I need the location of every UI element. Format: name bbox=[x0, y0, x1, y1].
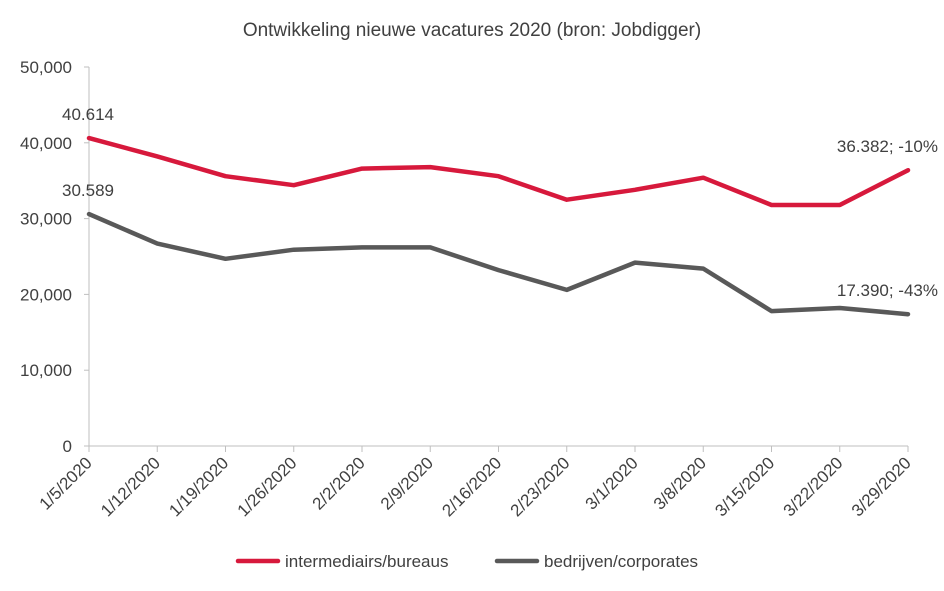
y-tick-label: 20,000 bbox=[20, 285, 72, 304]
legend-label: bedrijven/corporates bbox=[544, 552, 698, 571]
y-tick-label: 0 bbox=[63, 437, 72, 456]
data-label: 30.589 bbox=[62, 181, 114, 200]
x-tick-label: 3/29/2020 bbox=[848, 453, 915, 520]
x-tick-label: 1/26/2020 bbox=[234, 453, 301, 520]
x-tick-label: 3/15/2020 bbox=[711, 453, 778, 520]
x-tick-label: 2/2/2020 bbox=[309, 453, 369, 513]
data-labels: 40.614 36.382; -10% 30.589 17.390; -43% bbox=[62, 105, 938, 300]
y-tick-label: 10,000 bbox=[20, 361, 72, 380]
x-tick-label: 3/1/2020 bbox=[582, 453, 642, 513]
series-line-bedrijven bbox=[86, 211, 911, 317]
y-tick-label: 40,000 bbox=[20, 134, 72, 153]
x-tick-label: 1/19/2020 bbox=[165, 453, 232, 520]
x-tick-label: 1/5/2020 bbox=[36, 453, 96, 513]
x-tick-label: 2/9/2020 bbox=[377, 453, 437, 513]
data-label: 36.382; -10% bbox=[837, 137, 938, 156]
x-tick-label: 1/12/2020 bbox=[97, 453, 164, 520]
y-tick-label: 50,000 bbox=[20, 58, 72, 77]
legend-label: intermediairs/bureaus bbox=[285, 552, 448, 571]
series-line-intermediairs bbox=[86, 135, 911, 208]
x-tick-label: 2/23/2020 bbox=[507, 453, 574, 520]
data-label: 40.614 bbox=[62, 105, 114, 124]
data-label: 17.390; -43% bbox=[837, 281, 938, 300]
y-tick-label: 30,000 bbox=[20, 210, 72, 229]
chart-title: Ontwikkeling nieuwe vacatures 2020 (bron… bbox=[243, 20, 701, 41]
legend: intermediairs/bureaus bedrijven/corporate… bbox=[235, 552, 698, 571]
x-tick-label: 3/22/2020 bbox=[780, 453, 847, 520]
x-tick-label: 3/8/2020 bbox=[650, 453, 710, 513]
x-tick-label: 2/16/2020 bbox=[438, 453, 505, 520]
series-layer bbox=[86, 135, 911, 317]
